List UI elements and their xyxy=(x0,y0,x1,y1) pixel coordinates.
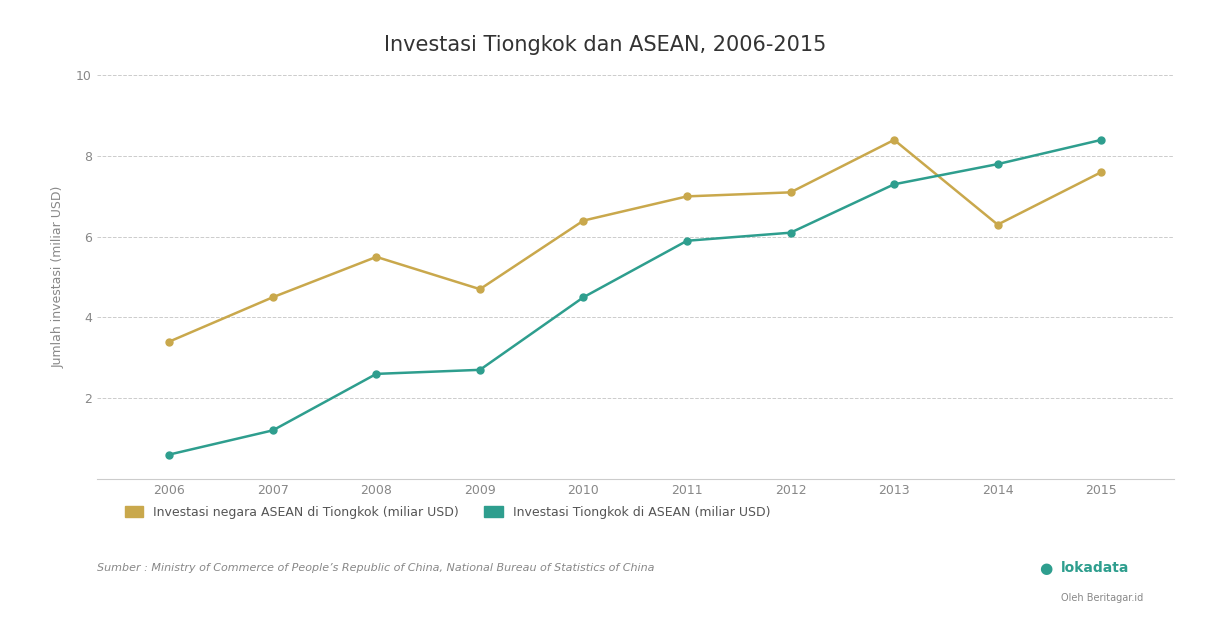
Text: Sumber : Ministry of Commerce of People’s Republic of China, National Bureau of : Sumber : Ministry of Commerce of People’… xyxy=(97,563,655,573)
Y-axis label: Jumlah investasi (miliar USD): Jumlah investasi (miliar USD) xyxy=(52,186,65,368)
Text: Investasi Tiongkok dan ASEAN, 2006-2015: Investasi Tiongkok dan ASEAN, 2006-2015 xyxy=(384,35,826,55)
Text: ●: ● xyxy=(1039,561,1053,576)
Text: lokadata: lokadata xyxy=(1061,561,1129,575)
Legend: Investasi negara ASEAN di Tiongkok (miliar USD), Investasi Tiongkok di ASEAN (mi: Investasi negara ASEAN di Tiongkok (mili… xyxy=(125,506,771,519)
Text: Oleh Beritagar.id: Oleh Beritagar.id xyxy=(1061,593,1143,603)
